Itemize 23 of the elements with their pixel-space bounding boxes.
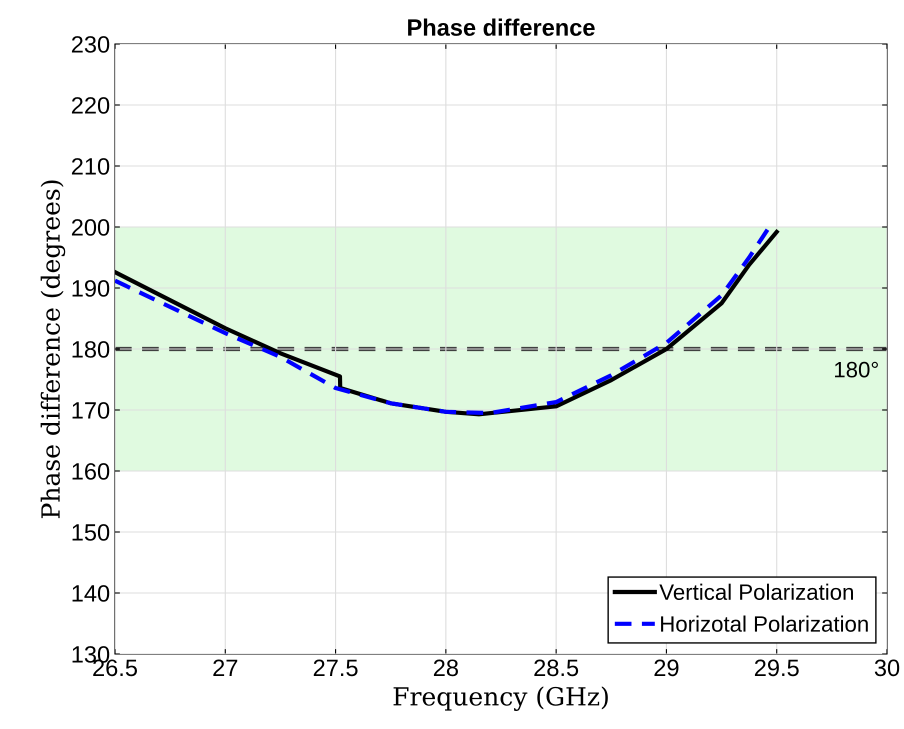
y-tick-label: 230	[72, 36, 110, 53]
y-tick-label: 150	[72, 524, 110, 541]
legend-label: Vertical Polarization	[659, 584, 853, 600]
y-tick-label: 210	[72, 158, 110, 175]
x-tick-label: 28.5	[534, 659, 578, 676]
x-tick-label: 28	[434, 659, 458, 676]
x-tick-label: 29	[654, 659, 678, 676]
x-axis-title: Frequency (GHz)	[394, 686, 608, 711]
y-tick-label: 220	[72, 97, 110, 114]
y-tick-label: 180	[72, 341, 110, 358]
chart-title: Phase difference	[408, 18, 595, 36]
x-tick-label: 29.5	[754, 659, 799, 676]
x-tick-label: 27.5	[314, 659, 358, 676]
y-tick-label: 140	[72, 585, 110, 602]
ref-line-label: 180°	[835, 362, 878, 378]
y-tick-label: 170	[72, 402, 110, 419]
y-tick-label: 200	[72, 219, 110, 236]
y-axis-title: Phase difference (degrees)	[40, 180, 66, 518]
y-tick-label: 190	[72, 280, 110, 297]
y-tick-label: 160	[72, 463, 110, 480]
legend-label: Horizotal Polarization	[661, 616, 868, 632]
x-tick-label: 30	[874, 659, 900, 676]
x-tick-label: 27	[213, 659, 238, 676]
